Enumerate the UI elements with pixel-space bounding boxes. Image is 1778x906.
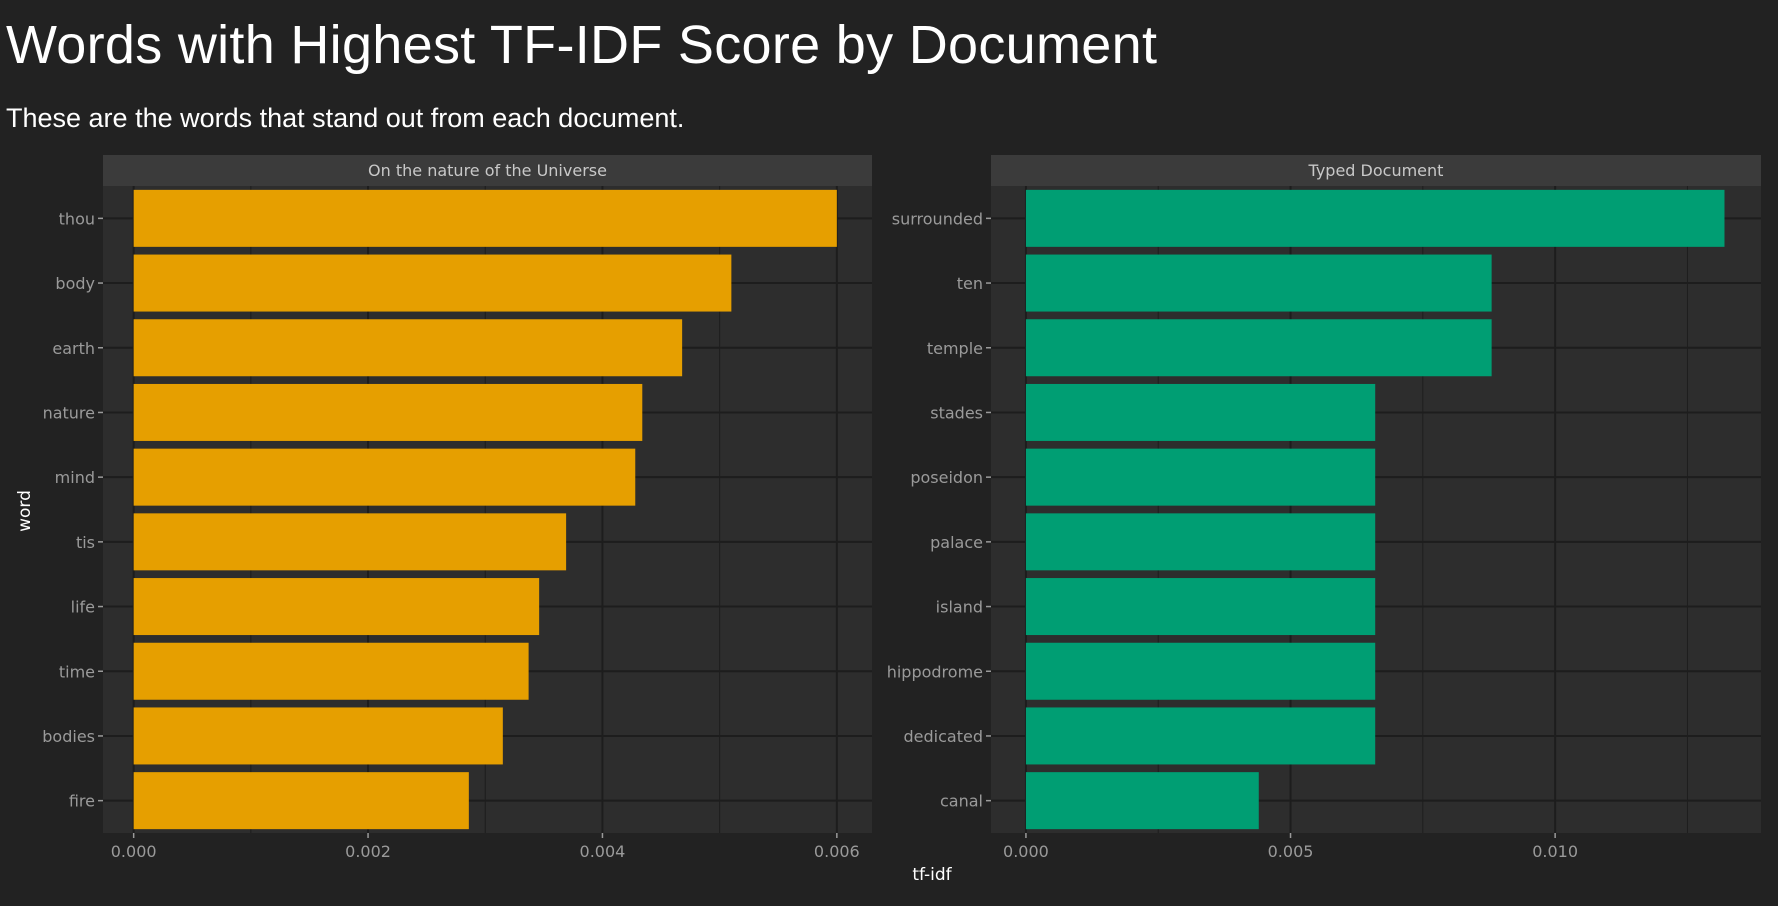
x-tick-label: 0.010 xyxy=(1532,842,1578,861)
y-tick-label: life xyxy=(71,598,95,617)
y-tick-label: palace xyxy=(930,533,983,552)
y-tick-label: tis xyxy=(76,533,95,552)
page-title: Words with Highest TF-IDF Score by Docum… xyxy=(6,15,1158,75)
y-tick-label: time xyxy=(59,662,95,681)
y-tick-label: surrounded xyxy=(892,209,983,228)
y-tick-label: island xyxy=(936,598,983,617)
y-tick-label: hippodrome xyxy=(887,662,983,681)
x-tick-label: 0.002 xyxy=(345,842,391,861)
bar-canal xyxy=(1025,772,1259,830)
y-tick-label: fire xyxy=(69,792,95,811)
x-tick-label: 0.004 xyxy=(580,842,626,861)
bar-life xyxy=(133,578,540,636)
bar-palace xyxy=(1025,513,1376,571)
x-tick-label: 0.000 xyxy=(111,842,157,861)
bar-earth xyxy=(133,319,683,377)
bar-surrounded xyxy=(1025,189,1725,247)
bar-thou xyxy=(133,189,837,247)
bar-nature xyxy=(133,383,643,441)
y-tick-label: body xyxy=(55,274,95,293)
page-subtitle: These are the words that stand out from … xyxy=(6,103,685,133)
bar-hippodrome xyxy=(1025,642,1376,700)
x-tick-label: 0.000 xyxy=(1003,842,1049,861)
bar-tis xyxy=(133,513,567,571)
y-axis-title: word xyxy=(15,490,35,532)
bar-stades xyxy=(1025,383,1376,441)
y-tick-label: temple xyxy=(927,339,983,358)
x-axis-title: tf-idf xyxy=(912,865,952,885)
bar-fire xyxy=(133,772,469,830)
facet-strip-label: Typed Document xyxy=(1308,161,1444,180)
x-tick-label: 0.005 xyxy=(1268,842,1314,861)
y-tick-label: earth xyxy=(52,339,95,358)
bar-poseidon xyxy=(1025,448,1376,506)
bar-mind xyxy=(133,448,636,506)
facet-strip xyxy=(103,155,872,186)
x-tick-label: 0.006 xyxy=(814,842,860,861)
bar-dedicated xyxy=(1025,707,1376,765)
y-tick-label: stades xyxy=(930,403,983,422)
facet-strip-label: On the nature of the Universe xyxy=(368,161,607,180)
y-tick-label: canal xyxy=(940,792,983,811)
y-tick-label: bodies xyxy=(42,727,95,746)
bar-bodies xyxy=(133,707,503,765)
bar-time xyxy=(133,642,529,700)
y-tick-label: mind xyxy=(55,468,95,487)
y-tick-label: poseidon xyxy=(910,468,983,487)
y-tick-label: thou xyxy=(59,209,95,228)
bar-island xyxy=(1025,578,1376,636)
y-tick-label: dedicated xyxy=(904,727,983,746)
y-tick-label: ten xyxy=(957,274,983,293)
bar-ten xyxy=(1025,254,1492,312)
bar-body xyxy=(133,254,732,312)
y-tick-label: nature xyxy=(43,403,95,422)
bar-temple xyxy=(1025,319,1492,377)
facet-strip xyxy=(991,155,1761,186)
